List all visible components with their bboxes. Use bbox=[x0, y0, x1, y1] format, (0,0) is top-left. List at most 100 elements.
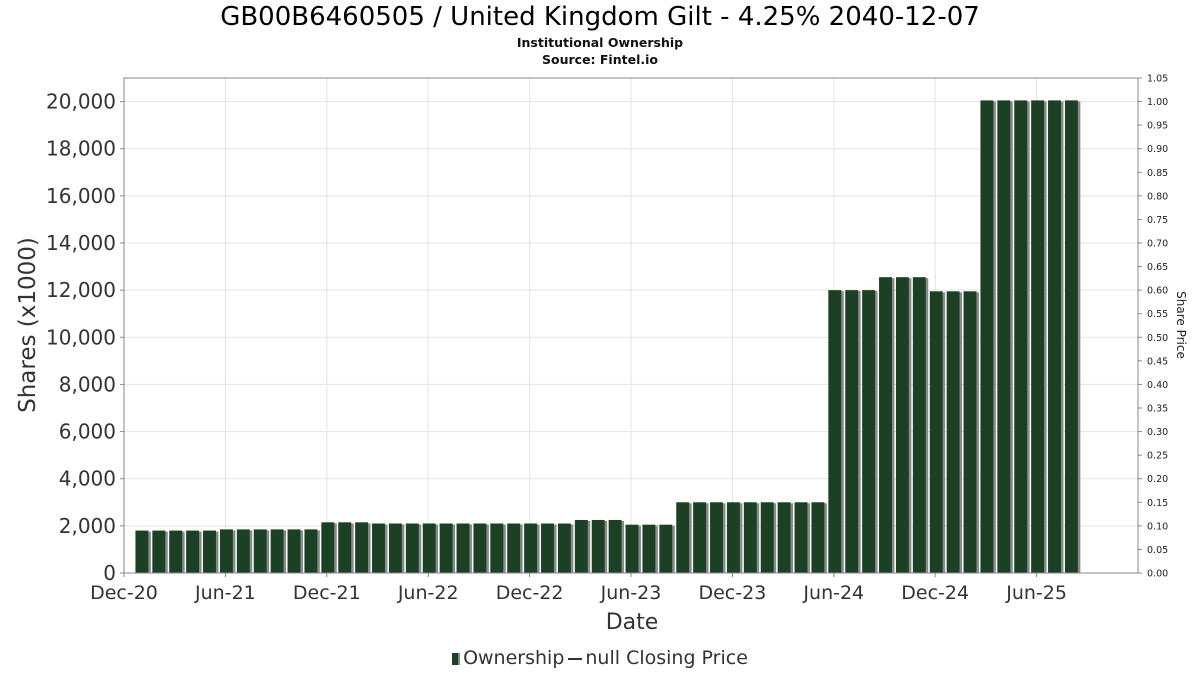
ownership-bar bbox=[659, 524, 673, 573]
y2-tick-label: 0.55 bbox=[1147, 309, 1168, 320]
ownership-bar bbox=[726, 502, 740, 573]
ownership-bar bbox=[574, 519, 588, 573]
ownership-bar bbox=[490, 523, 504, 573]
y-tick-label: 14,000 bbox=[46, 231, 116, 255]
y2-tick-label: 0.60 bbox=[1147, 286, 1168, 297]
y2-tick-label: 0.80 bbox=[1147, 191, 1168, 202]
ownership-bar bbox=[473, 523, 487, 573]
ownership-bar bbox=[710, 502, 723, 573]
ownership-bar bbox=[236, 529, 250, 573]
y2-tick-label: 0.25 bbox=[1147, 451, 1168, 462]
x-tick-label: Dec-23 bbox=[698, 582, 766, 604]
ownership-legend-label: Ownership bbox=[463, 647, 565, 669]
y2-tick-label: 1.05 bbox=[1147, 74, 1168, 85]
x-tick-label: Dec-21 bbox=[293, 582, 361, 604]
x-tick-label: Jun-24 bbox=[802, 582, 864, 604]
chart-subtitle: Institutional Ownership bbox=[516, 35, 684, 50]
y2-tick-label: 0.00 bbox=[1147, 569, 1168, 580]
ownership-bar bbox=[338, 522, 352, 573]
x-tick-label: Jun-23 bbox=[600, 582, 662, 604]
ownership-bar bbox=[270, 529, 284, 573]
ownership-bar bbox=[608, 519, 622, 573]
y2-tick-label: 0.90 bbox=[1147, 144, 1168, 155]
ownership-bar bbox=[304, 529, 318, 573]
ownership-bar bbox=[980, 100, 994, 574]
ownership-bar bbox=[1048, 100, 1061, 574]
ownership-bar bbox=[507, 523, 521, 573]
y2-tick-label: 0.75 bbox=[1147, 215, 1168, 226]
y2-tick-label: 0.65 bbox=[1147, 262, 1168, 273]
y2-tick-label: 0.15 bbox=[1147, 498, 1168, 509]
ownership-bar bbox=[372, 523, 385, 573]
y-tick-label: 20,000 bbox=[46, 90, 116, 114]
x-tick-label: Jun-25 bbox=[1005, 582, 1067, 604]
bar-series bbox=[135, 100, 1081, 574]
ownership-bar bbox=[203, 530, 216, 573]
y-tick-label: 0 bbox=[103, 561, 116, 585]
y-tick-label: 16,000 bbox=[46, 184, 116, 208]
y2-tick-label: 1.00 bbox=[1147, 97, 1168, 108]
y2-tick-label: 0.05 bbox=[1147, 545, 1168, 556]
y2-tick-label: 0.45 bbox=[1147, 356, 1168, 367]
ownership-bar bbox=[169, 530, 183, 573]
ownership-bar bbox=[946, 291, 960, 573]
ownership-legend-swatch bbox=[452, 652, 461, 665]
ownership-bar bbox=[524, 523, 538, 573]
ownership-bar bbox=[997, 100, 1011, 574]
x-tick-label: Jun-22 bbox=[397, 582, 459, 604]
y2-tick-label: 0.10 bbox=[1147, 521, 1168, 532]
y2-tick-label: 0.30 bbox=[1147, 427, 1168, 438]
y-tick-label: 12,000 bbox=[46, 278, 116, 302]
ownership-bar bbox=[287, 529, 301, 573]
x-tick-label: Dec-22 bbox=[496, 582, 564, 604]
ownership-bar bbox=[591, 519, 605, 573]
ownership-bar bbox=[895, 277, 909, 573]
ownership-chart: 0 2,000 4,000 6,000 8,000 10,000 12,000 14,000 1… bbox=[15, 74, 1188, 636]
y-tick-label: 8,000 bbox=[59, 372, 116, 396]
y2-tick-label: 0.40 bbox=[1147, 380, 1168, 391]
y2-tick-label: 0.95 bbox=[1147, 121, 1168, 132]
ownership-bar bbox=[422, 523, 436, 573]
x-tick-label: Dec-24 bbox=[901, 582, 969, 604]
y-tick-label: 18,000 bbox=[46, 137, 116, 161]
y-tick-label: 10,000 bbox=[46, 325, 116, 349]
chart-title: GB00B6460505 / United Kingdom Gilt - 4.2… bbox=[220, 2, 980, 32]
x-axis-ticks: Dec-20 Jun-21 Dec-21 Jun-22 Dec-22 Jun-23 Dec-… bbox=[90, 573, 1067, 604]
y2-tick-label: 0.35 bbox=[1147, 404, 1168, 415]
y-tick-label: 6,000 bbox=[59, 420, 116, 444]
ownership-bar bbox=[828, 290, 842, 573]
y-axis-label: Shares (x1000) bbox=[15, 237, 41, 413]
y-tick-label: 2,000 bbox=[59, 514, 116, 538]
ownership-bar bbox=[760, 502, 774, 573]
ownership-bar bbox=[777, 502, 791, 573]
ownership-bar bbox=[135, 530, 149, 573]
chart-source: Source: Fintel.io bbox=[542, 52, 658, 67]
ownership-bar bbox=[405, 523, 419, 573]
ownership-bar bbox=[219, 529, 233, 573]
ownership-bar bbox=[845, 290, 859, 573]
legend: Ownership null Closing Price bbox=[0, 647, 1200, 669]
ownership-bar bbox=[963, 291, 977, 573]
y2-tick-label: 0.20 bbox=[1147, 474, 1168, 485]
ownership-bar bbox=[1031, 100, 1045, 574]
ownership-bar bbox=[743, 502, 757, 573]
y2-tick-label: 0.85 bbox=[1147, 168, 1168, 179]
ownership-bar bbox=[862, 290, 876, 573]
ownership-bar bbox=[642, 524, 656, 573]
ownership-bar bbox=[186, 530, 200, 573]
ownership-bar bbox=[1014, 100, 1028, 574]
ownership-bar bbox=[557, 523, 571, 573]
ownership-bar bbox=[879, 277, 892, 573]
ownership-bar bbox=[676, 502, 690, 573]
ownership-bar bbox=[456, 523, 470, 573]
ownership-bar bbox=[1064, 100, 1078, 574]
y2-tick-label: 0.50 bbox=[1147, 333, 1168, 344]
x-tick-label: Dec-20 bbox=[90, 582, 158, 604]
ownership-bar bbox=[811, 502, 825, 573]
ownership-bar bbox=[912, 277, 926, 573]
ownership-bar bbox=[253, 529, 267, 573]
ownership-bar bbox=[388, 523, 402, 573]
x-tick-label: Jun-21 bbox=[194, 582, 256, 604]
y2-axis-ticks: 0.00 0.05 0.10 0.15 0.20 0.25 0.30 0.35 0.40 0.45… bbox=[1138, 74, 1168, 580]
ownership-bar bbox=[929, 291, 943, 573]
